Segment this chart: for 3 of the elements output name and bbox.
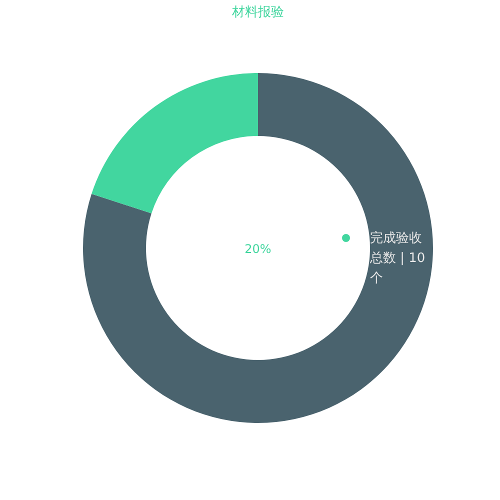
annotation: 20%: [244, 242, 272, 256]
title: 材料报验: [232, 5, 284, 20]
legend-label: 完成验收总数 | 10个: [369, 230, 426, 286]
